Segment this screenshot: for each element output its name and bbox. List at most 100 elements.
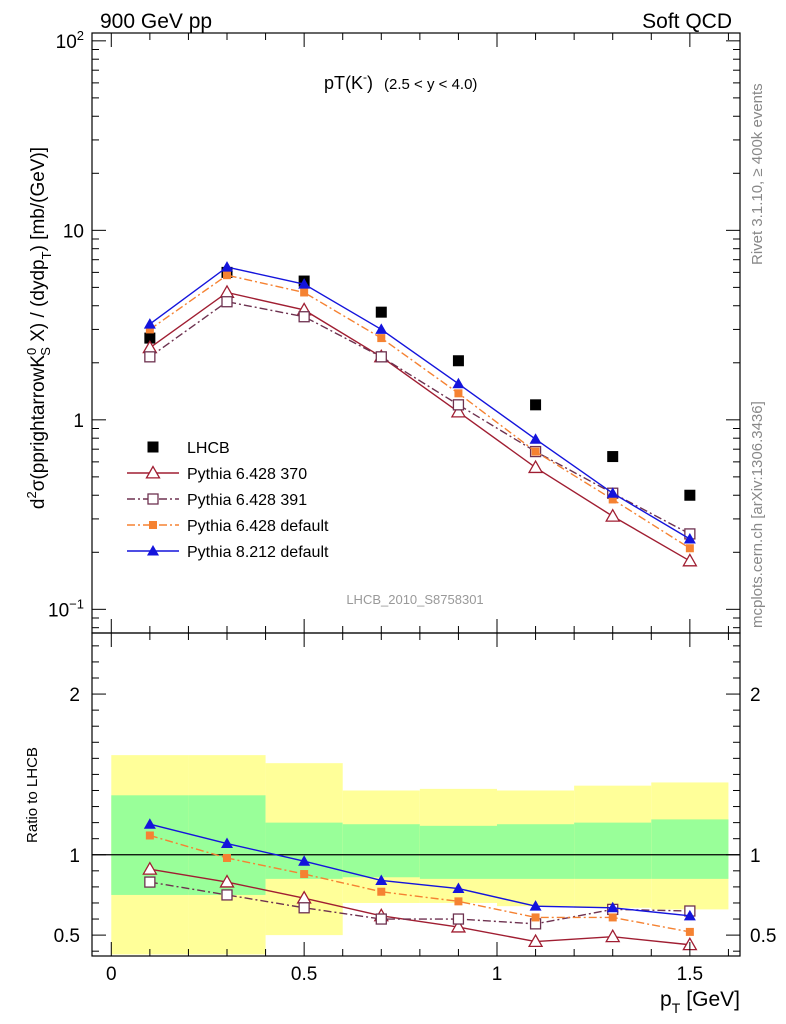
main-series-line — [149, 266, 691, 540]
ratio-data-point — [375, 913, 387, 925]
ratio-data-point — [223, 853, 231, 862]
ratio-ticks — [92, 633, 740, 956]
main-title-close: ) — [367, 73, 373, 93]
legend-item-pythia-6-428-default: Pythia 6.428 default — [127, 518, 329, 535]
ratio-band-inner — [651, 819, 729, 879]
ratio-y-tick-label-left: 2 — [69, 685, 80, 706]
ratio-series-line — [149, 868, 690, 946]
main-data-point — [450, 404, 467, 418]
x-tick-label: 1 — [492, 964, 503, 985]
ratio-data-point — [377, 887, 386, 896]
main-title-range: (2.5 < y < 4.0) — [384, 76, 477, 93]
process-label: Soft QCD — [642, 10, 732, 33]
ratio-data-point — [683, 909, 696, 921]
main-series-line — [149, 274, 691, 549]
main-y-axis-label: d2σ(pprightarrowK0S X) / (dydpT) [mb/(Ge… — [24, 147, 54, 509]
main-data-point — [143, 318, 156, 329]
ratio-data-point — [685, 927, 694, 936]
x-tick-label: 0.5 — [291, 964, 317, 985]
main-data-point — [145, 325, 154, 334]
ratio-data-point — [298, 855, 311, 866]
legend-label: Pythia 8.212 default — [187, 544, 329, 561]
main-data-point — [683, 533, 696, 544]
ratio-data-point — [450, 919, 467, 933]
main-frame — [91, 32, 741, 634]
main-data-point — [606, 487, 619, 498]
ratio-data-point — [298, 902, 310, 914]
ratio-series-line — [149, 881, 690, 925]
main-series — [142, 261, 698, 567]
main-data-point — [605, 508, 621, 522]
ratio-data-point — [144, 876, 156, 888]
ratio-band-inner — [497, 824, 575, 879]
main-data-point — [144, 332, 156, 344]
ratio-data-point — [300, 870, 309, 879]
main-y-tick-label: 1 — [73, 411, 84, 432]
ratio-data-point — [454, 897, 463, 906]
main-series-line — [149, 300, 691, 535]
main-data-point — [527, 459, 544, 474]
legend-marker — [149, 521, 157, 529]
legend: LHCB Pythia 6.428 370 Pythia 6.428 391 Pyth… — [127, 440, 329, 561]
main-data-point — [377, 334, 386, 343]
legend-item-lhcb: LHCB — [147, 440, 230, 457]
ratio-data-point — [605, 928, 621, 943]
main-data-point — [452, 399, 465, 411]
x-tick-labels: 0 0.5 1 1.5 — [106, 964, 703, 985]
ratio-data-point — [221, 837, 233, 849]
ratio-y-tick-label-right: 1 — [750, 846, 761, 867]
ratio-series-line — [149, 823, 690, 917]
main-data-point — [375, 351, 387, 363]
ratio-y-tick-label-left: 1 — [69, 846, 80, 867]
main-y-tick-labels: 102 10 1 10−1 — [48, 28, 84, 621]
main-data-point — [454, 389, 463, 398]
ratio-data-point — [531, 913, 540, 922]
legend-item-pythia-6-428-391: Pythia 6.428 391 — [127, 492, 307, 509]
ratio-data-point — [529, 900, 542, 911]
ratio-band-inner — [342, 824, 420, 878]
ratio-data-point — [608, 913, 617, 922]
ratio-data-point — [219, 874, 235, 888]
main-ticks — [92, 33, 740, 633]
ratio-data-point — [606, 901, 619, 913]
main-data-point — [221, 261, 233, 272]
main-data-point — [375, 306, 387, 318]
main-data-point — [219, 284, 235, 298]
energy-label: 900 GeV pp — [100, 10, 212, 33]
ratio-y-axis-label: Ratio to LHCB — [24, 747, 41, 843]
x-axis-label: pT [GeV] — [660, 988, 740, 1016]
main-series-pythia-6-428-default — [145, 271, 694, 553]
ratio-y-tick-labels: 2 2 1 1 0.5 0.5 — [54, 685, 777, 947]
ratio-y-tick-label-right: 2 — [750, 685, 761, 706]
main-y-tick-label: 102 — [56, 28, 84, 53]
legend-label: Pythia 6.428 391 — [187, 492, 307, 509]
main-data-point — [531, 447, 540, 456]
ratio-data-point — [143, 818, 156, 829]
main-data-point — [223, 271, 231, 280]
ratio-series-line — [149, 834, 690, 933]
main-series-line — [149, 291, 691, 562]
legend-marker — [147, 441, 159, 453]
main-data-point — [682, 553, 698, 567]
legend-label: LHCB — [187, 440, 230, 457]
ratio-series-pythia-8-212-default — [143, 818, 696, 921]
main-data-point — [529, 433, 542, 444]
ratio-band-inner — [265, 822, 343, 879]
ratio-data-point — [375, 874, 388, 885]
ratio-data-point — [221, 889, 233, 901]
ratio-y-tick-label-right: 0.5 — [750, 926, 776, 947]
x-tick-label: 1.5 — [677, 964, 703, 985]
main-data-point — [144, 351, 156, 363]
legend-marker — [145, 465, 161, 479]
legend-item-pythia-8-212-default: Pythia 8.212 default — [127, 544, 329, 561]
ratio-data-point — [527, 933, 544, 948]
main-data-point — [607, 451, 619, 463]
legend-marker — [147, 493, 159, 505]
ratio-band-inner — [419, 825, 497, 879]
ratio-data-point — [145, 831, 154, 840]
ratio-band-inner — [574, 822, 652, 879]
main-data-point — [608, 495, 617, 504]
main-title: pT(K-) (2.5 < y < 4.0) — [324, 70, 477, 93]
main-data-point — [530, 399, 542, 411]
